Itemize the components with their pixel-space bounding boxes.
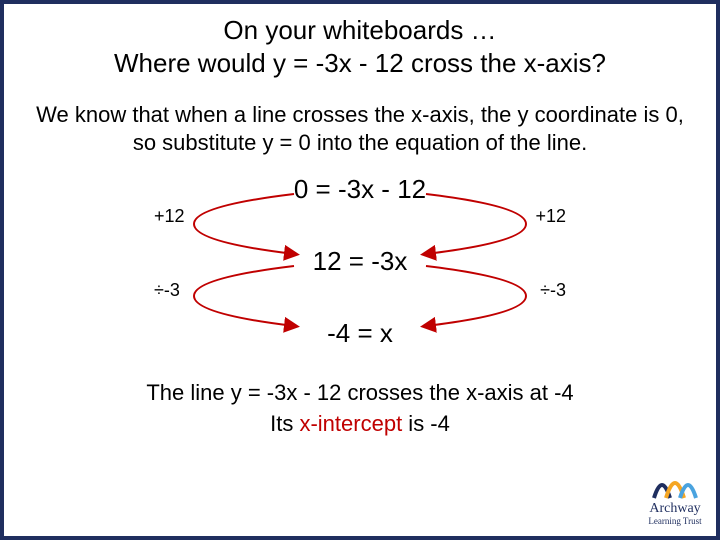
working-area: 0 = -3x - 12 12 = -3x -4 = x +12 +12 ÷-3… bbox=[4, 172, 716, 372]
logo-name: Archway bbox=[648, 502, 702, 516]
conclusion-highlight: x-intercept bbox=[299, 411, 402, 436]
explanation-text: We know that when a line crosses the x-a… bbox=[4, 85, 716, 166]
equation-3: -4 = x bbox=[4, 318, 716, 349]
conclusion-line2-post: is -4 bbox=[402, 411, 450, 436]
title-block: On your whiteboards … Where would y = -3… bbox=[4, 4, 716, 85]
operation-left-2: ÷-3 bbox=[154, 280, 180, 301]
logo-sub: Learning Trust bbox=[648, 517, 702, 526]
title-line1: On your whiteboards … bbox=[34, 14, 686, 47]
conclusion-block: The line y = -3x - 12 crosses the x-axis… bbox=[4, 372, 716, 440]
operation-right-1: +12 bbox=[535, 206, 566, 227]
archway-logo: Archway Learning Trust bbox=[648, 466, 702, 526]
equation-1: 0 = -3x - 12 bbox=[4, 174, 716, 205]
conclusion-line1: The line y = -3x - 12 crosses the x-axis… bbox=[24, 378, 696, 409]
conclusion-line2-pre: Its bbox=[270, 411, 299, 436]
operation-right-2: ÷-3 bbox=[540, 280, 566, 301]
title-line2: Where would y = -3x - 12 cross the x-axi… bbox=[34, 47, 686, 80]
archway-logo-icon bbox=[648, 466, 702, 500]
operation-left-1: +12 bbox=[154, 206, 185, 227]
conclusion-line2: Its x-intercept is -4 bbox=[24, 409, 696, 440]
equation-2: 12 = -3x bbox=[4, 246, 716, 277]
